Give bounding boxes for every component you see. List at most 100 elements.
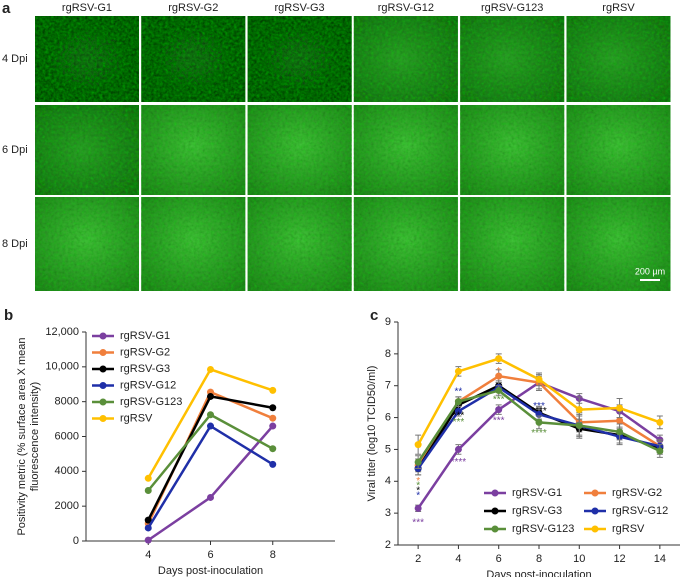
- micrograph: [141, 105, 246, 195]
- data-point: [616, 417, 624, 425]
- data-point: [269, 404, 277, 412]
- legend-label: rgRSV-G12: [120, 379, 176, 391]
- micrograph: [460, 16, 565, 102]
- legend-marker: [99, 398, 107, 406]
- data-point: [269, 386, 277, 394]
- micrograph: [35, 197, 139, 291]
- significance: ***: [493, 415, 505, 426]
- row-label: 4 Dpi: [2, 53, 28, 65]
- data-point: [269, 445, 277, 453]
- x-tick-label: 2: [415, 553, 421, 565]
- data-point: [454, 398, 462, 406]
- data-point: [616, 404, 624, 412]
- significance: *: [416, 481, 420, 492]
- data-point: [144, 474, 152, 482]
- scale-bar-label: 200 µm: [635, 266, 665, 276]
- data-point: [656, 447, 664, 455]
- significance: ****: [531, 406, 547, 417]
- micrograph: [141, 16, 246, 102]
- data-point: [495, 372, 503, 380]
- y-tick-label: 4000: [55, 465, 79, 477]
- legend-label: rgRSV-G3: [120, 363, 170, 375]
- x-tick-label: 4: [145, 549, 151, 561]
- data-point: [454, 367, 462, 375]
- data-point: [207, 422, 214, 430]
- data-point: [207, 365, 214, 373]
- micrograph: [353, 105, 458, 195]
- legend-marker: [591, 525, 599, 533]
- significance: *: [416, 476, 420, 487]
- data-point: [207, 392, 214, 400]
- legend-marker: [99, 349, 107, 356]
- significance: ***: [493, 395, 505, 406]
- data-point: [269, 422, 277, 430]
- panel-label: c: [370, 307, 378, 324]
- data-point: [144, 536, 152, 544]
- legend-marker: [591, 507, 599, 515]
- y-axis-label: fluorescence intensity): [29, 382, 41, 491]
- data-point: [535, 418, 543, 426]
- legend-label: rgRSV-G3: [512, 505, 562, 517]
- data-point: [144, 524, 152, 532]
- y-tick-label: 4: [385, 475, 391, 487]
- y-tick-label: 6: [385, 411, 391, 423]
- x-tick-label: 12: [613, 553, 625, 565]
- x-tick-label: 6: [207, 549, 213, 561]
- data-point: [535, 375, 543, 383]
- legend-marker: [491, 489, 499, 497]
- micrograph: [566, 105, 671, 195]
- y-tick-label: 7: [385, 380, 391, 392]
- legend-label: rgRSV-G1: [120, 330, 170, 342]
- micrograph: [353, 16, 458, 102]
- data-point: [575, 406, 583, 414]
- row-label: 6 Dpi: [2, 144, 28, 156]
- micrograph: [247, 197, 352, 291]
- significance: ***: [533, 401, 545, 412]
- significance: ***: [453, 417, 465, 428]
- micrograph: [353, 197, 458, 291]
- panel-label: a: [2, 0, 11, 17]
- significance: **: [455, 387, 463, 398]
- micrograph: [247, 16, 352, 102]
- legend-label: rgRSV-G1: [512, 487, 562, 499]
- data-point: [144, 486, 152, 494]
- legend-marker: [99, 332, 107, 340]
- data-point: [495, 355, 503, 363]
- micrograph: [566, 197, 671, 291]
- x-axis-label: Days post-inoculation: [158, 565, 263, 577]
- x-tick-label: 14: [654, 553, 666, 565]
- significance: *: [497, 366, 501, 377]
- column-label: rgRSV-G1: [62, 2, 112, 14]
- legend-marker: [99, 365, 107, 373]
- legend-label: rgRSV: [612, 523, 645, 535]
- significance: ***: [412, 517, 424, 528]
- data-point: [414, 504, 422, 512]
- legend-marker: [491, 507, 499, 515]
- data-point: [454, 407, 462, 415]
- micrograph: [566, 16, 671, 102]
- legend-label: rgRSV-G2: [120, 346, 170, 358]
- row-label: 8 Dpi: [2, 238, 28, 250]
- column-label: rgRSV: [602, 2, 635, 14]
- y-tick-label: 5: [385, 443, 391, 455]
- data-point: [269, 460, 277, 468]
- x-tick-label: 6: [496, 553, 502, 565]
- significance: *: [416, 485, 420, 496]
- panel-label: b: [4, 307, 13, 324]
- x-axis-label: Days post-inoculation: [486, 569, 591, 577]
- legend-label: rgRSV-G123: [512, 523, 574, 535]
- data-point: [414, 458, 422, 466]
- data-point: [616, 428, 624, 436]
- data-point: [495, 406, 503, 414]
- micrograph: [141, 197, 246, 291]
- y-tick-label: 2000: [55, 500, 79, 512]
- column-label: rgRSV-G123: [481, 2, 543, 14]
- legend-marker: [491, 525, 499, 533]
- micrograph: [460, 105, 565, 195]
- column-label: rgRSV-G2: [168, 2, 218, 14]
- y-axis-label: Positivity metric (% surface area X mean: [16, 337, 28, 535]
- x-tick-label: 8: [536, 553, 542, 565]
- significance: ****: [451, 457, 467, 468]
